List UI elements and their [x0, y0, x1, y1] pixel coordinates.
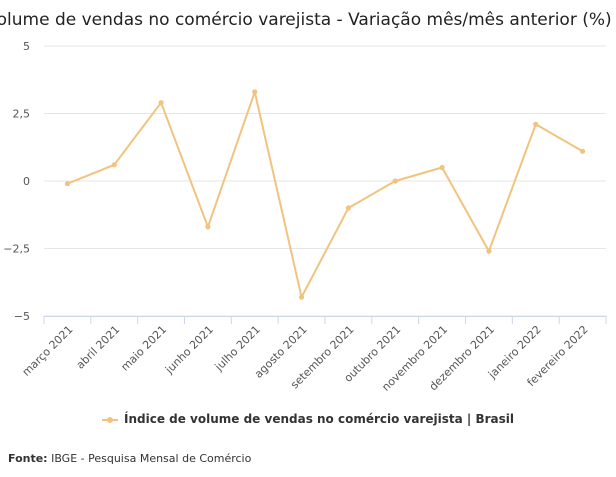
chart-legend[interactable]: Índice de volume de vendas no comércio v… — [0, 412, 616, 426]
legend-label: Índice de volume de vendas no comércio v… — [124, 412, 514, 426]
series-line — [66, 90, 584, 299]
data-point — [64, 181, 71, 187]
x-tick-label: julho 2021 — [212, 323, 263, 374]
x-tick-label: junho 2021 — [162, 323, 216, 377]
y-tick-label: 2,5 — [13, 108, 31, 121]
y-tick-label: 0 — [23, 175, 30, 188]
y-tick-label: −5 — [14, 310, 30, 323]
data-point — [486, 248, 492, 254]
x-tick-label: março 2021 — [20, 323, 76, 379]
data-point — [579, 148, 586, 154]
data-point — [252, 89, 258, 95]
data-point — [392, 178, 398, 184]
chart-title: Volume de vendas no comércio varejista -… — [0, 10, 616, 30]
source-text: IBGE - Pesquisa Mensal de Comércio — [51, 452, 252, 465]
y-tick-label: −2,5 — [3, 243, 30, 256]
data-point — [345, 205, 352, 211]
data-point — [298, 294, 305, 300]
data-point — [533, 121, 539, 127]
source-label: Fonte: — [8, 452, 48, 465]
x-tick-label: abril 2021 — [74, 323, 123, 372]
chart-title-text: Volume de vendas no comércio varejista -… — [0, 10, 612, 30]
legend-swatch-icon — [102, 416, 118, 423]
data-point — [111, 162, 117, 168]
y-tick-label: 5 — [23, 40, 30, 53]
data-point — [158, 100, 164, 106]
data-point — [205, 224, 211, 230]
source-note: Fonte: IBGE - Pesquisa Mensal de Comérci… — [8, 452, 251, 465]
x-tick-label: maio 2021 — [118, 323, 169, 374]
data-point — [439, 164, 445, 171]
